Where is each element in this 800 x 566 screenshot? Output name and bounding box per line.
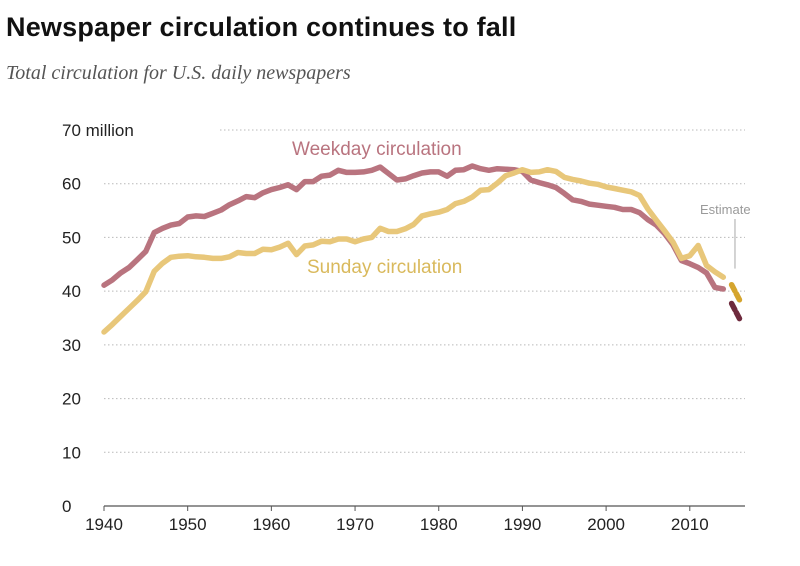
weekday-series-label: Weekday circulation	[292, 139, 462, 160]
y-tick-label: 0	[62, 497, 71, 516]
y-tick-label: 60	[62, 175, 81, 194]
x-tick-label: 1940	[85, 515, 123, 534]
y-tick-label: 70 million	[62, 121, 134, 140]
weekday-estimate-line	[728, 300, 743, 323]
estimate-annotation-label: Estimate	[700, 202, 751, 217]
y-tick-label: 10	[62, 443, 81, 462]
y-tick-label: 40	[62, 282, 81, 301]
x-tick-label: 1980	[420, 515, 458, 534]
y-tick-label: 50	[62, 228, 81, 247]
x-tick-label: 1970	[336, 515, 374, 534]
chart-subtitle: Total circulation for U.S. daily newspap…	[6, 62, 351, 84]
x-tick-label: 1960	[252, 515, 290, 534]
x-tick-label: 1990	[504, 515, 542, 534]
y-tick-label: 30	[62, 336, 81, 355]
x-tick-label: 1950	[169, 515, 207, 534]
x-tick-label: 2000	[587, 515, 625, 534]
sunday-estimate-line	[728, 281, 743, 304]
chart-title: Newspaper circulation continues to fall	[6, 12, 517, 42]
x-tick-label: 2010	[671, 515, 709, 534]
sunday-series-label: Sunday circulation	[307, 257, 462, 278]
weekday-circulation-line	[101, 163, 727, 292]
sunday-circulation-line	[101, 166, 727, 335]
y-tick-label: 20	[62, 390, 81, 409]
